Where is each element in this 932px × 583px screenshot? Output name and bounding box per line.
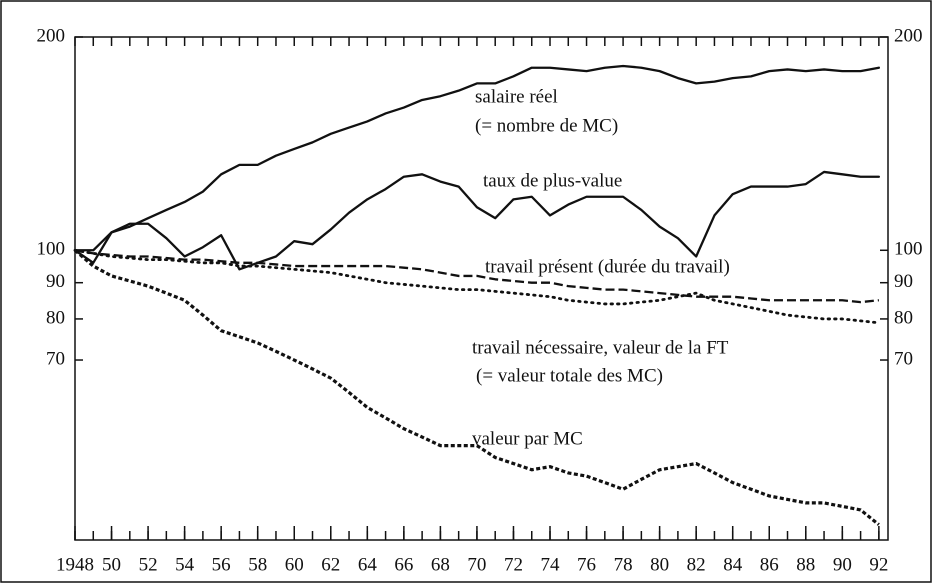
y-tick-label: 100 xyxy=(37,239,66,260)
series-line xyxy=(73,64,881,252)
series-line xyxy=(74,249,879,304)
series-line xyxy=(73,170,881,271)
annotation: (= nombre de MC) xyxy=(475,115,618,136)
x-tick-label: 90 xyxy=(833,554,852,575)
x-tick-label: 64 xyxy=(358,554,378,575)
y2-tick-label: 200 xyxy=(894,25,923,46)
x-tick-label: 60 xyxy=(285,554,304,575)
x-tick-label: 68 xyxy=(431,554,450,575)
y2-tick-label: 100 xyxy=(894,239,923,260)
plot-area xyxy=(74,36,889,541)
x-tick-label: 56 xyxy=(212,554,231,575)
x-tick-label: 92 xyxy=(869,554,888,575)
y-tick-label: 80 xyxy=(46,307,65,328)
x-tick-label: 76 xyxy=(577,554,596,575)
x-tick-label: 86 xyxy=(760,554,779,575)
x-tick-label: 62 xyxy=(321,554,340,575)
y2-tick-label: 80 xyxy=(894,307,913,328)
x-tick-label: 74 xyxy=(541,554,561,575)
y2-tick-label: 90 xyxy=(894,271,913,292)
x-tick-label: 80 xyxy=(650,554,669,575)
y-tick-label: 90 xyxy=(46,271,65,292)
x-tick-label: 72 xyxy=(504,554,523,575)
x-tick-label: 78 xyxy=(614,554,633,575)
x-tick-label: 88 xyxy=(796,554,815,575)
series-label: travail présent (durée du travail) xyxy=(485,256,730,277)
series-label: travail nécessaire, valeur de la FT xyxy=(472,337,729,358)
x-tick-label: 82 xyxy=(687,554,706,575)
x-tick-label: 50 xyxy=(102,554,121,575)
x-tick-label: 54 xyxy=(175,554,195,575)
x-tick-label: 1948 xyxy=(56,554,94,575)
x-tick-label: 58 xyxy=(248,554,267,575)
series-label: taux de plus-value xyxy=(483,170,622,191)
series-label: salaire réel xyxy=(475,86,558,107)
x-tick-label: 70 xyxy=(467,554,486,575)
x-tick-label: 52 xyxy=(139,554,158,575)
series-line xyxy=(73,249,880,526)
y-tick-label: 70 xyxy=(46,348,65,369)
annotation: (= valeur totale des MC) xyxy=(476,365,663,386)
series-line xyxy=(73,248,881,325)
x-tick-label: 66 xyxy=(394,554,413,575)
y-tick-label: 200 xyxy=(37,25,66,46)
x-tick-label: 84 xyxy=(723,554,743,575)
y2-tick-label: 70 xyxy=(894,348,913,369)
series-label: valeur par MC xyxy=(472,428,583,449)
